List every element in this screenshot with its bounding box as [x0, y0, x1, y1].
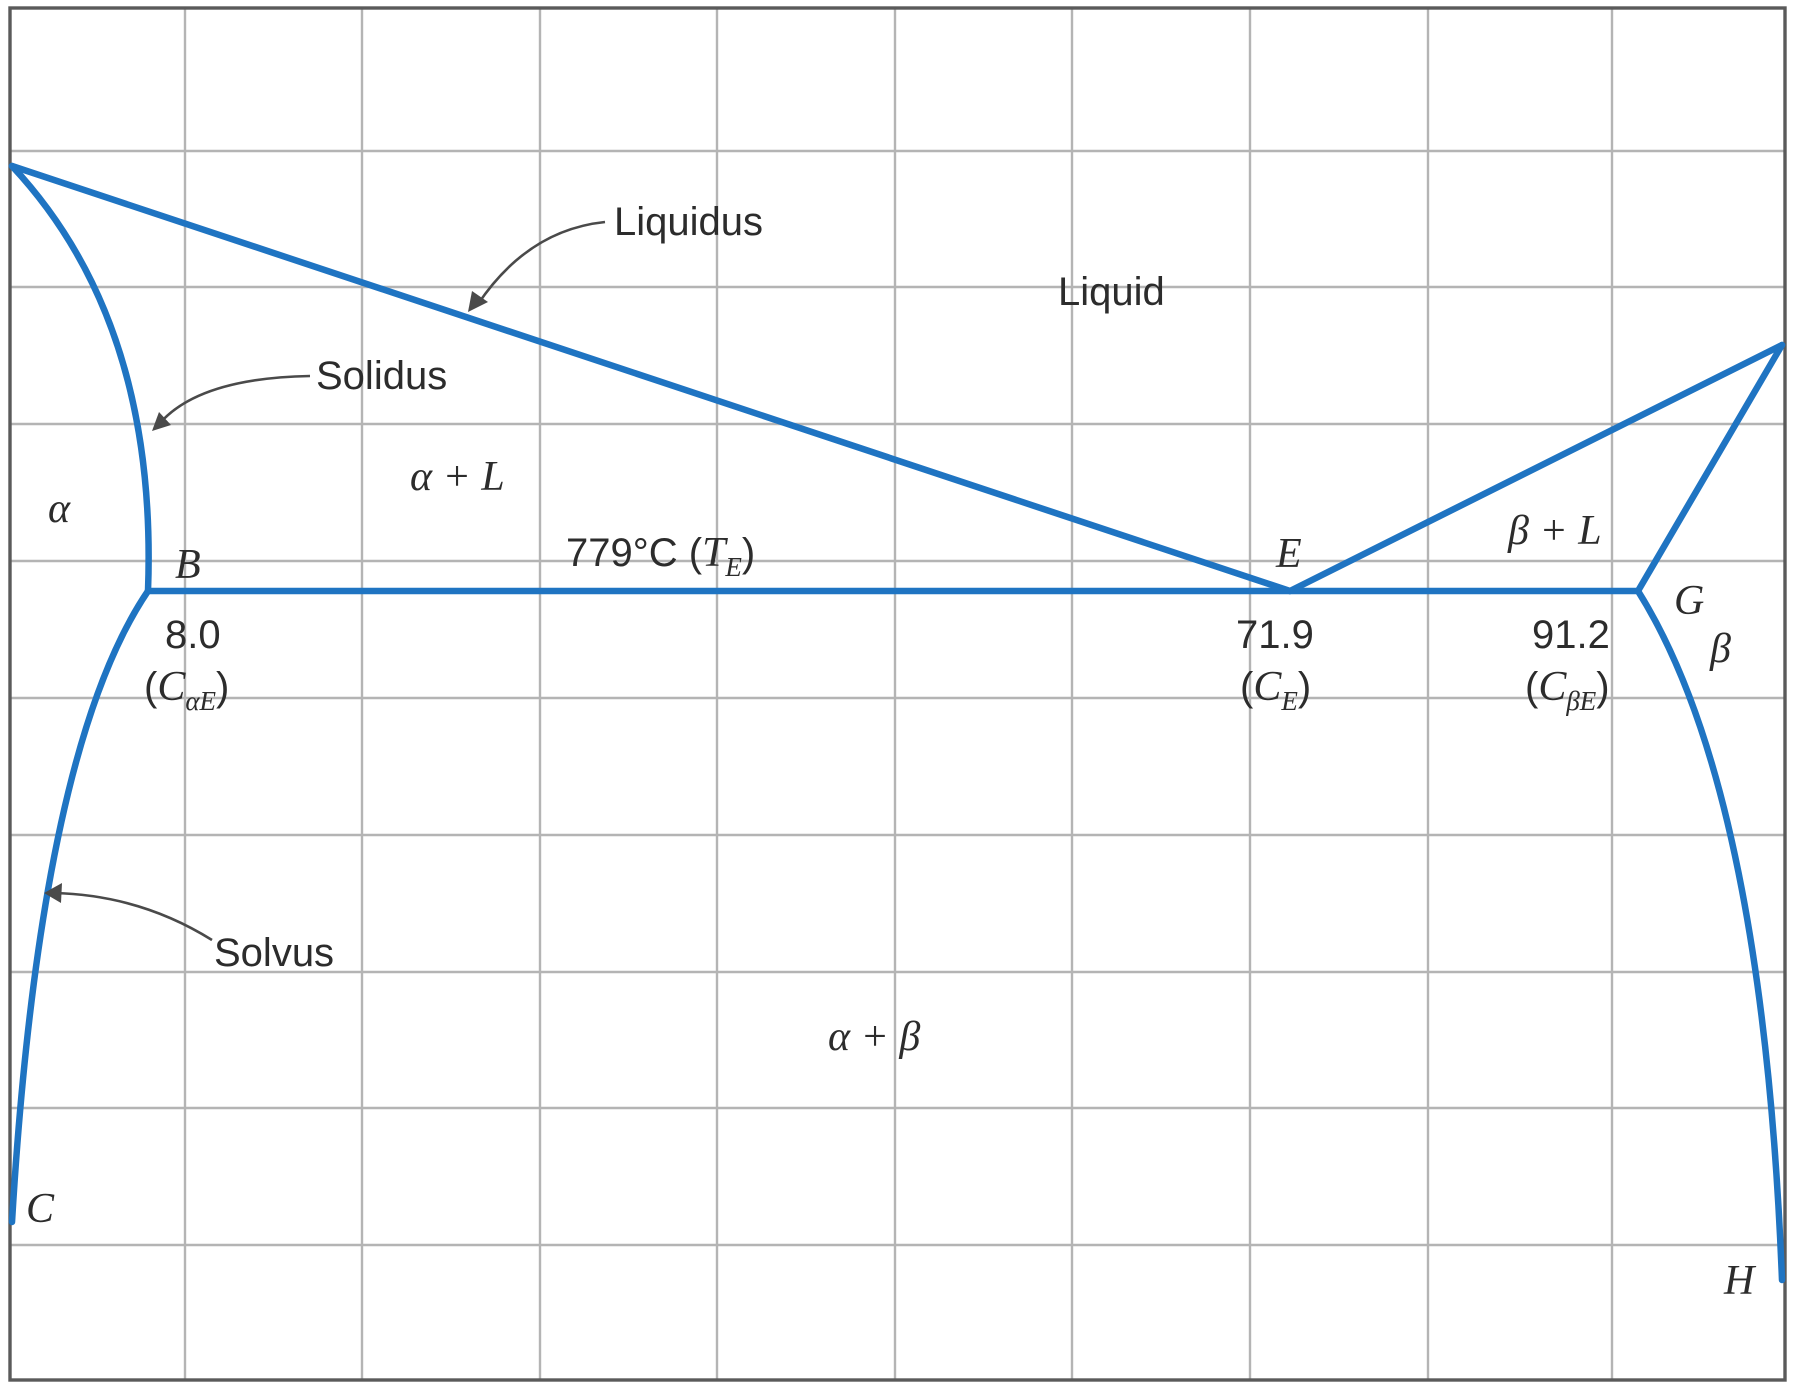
composition-beta-e-symbol: (CβE) [1525, 664, 1610, 716]
composition-beta-e-subscript: βE [1565, 686, 1596, 716]
composition-e-open: ( [1240, 665, 1254, 709]
alpha-region-label: α [48, 486, 71, 532]
composition-e-symbol: (CE) [1240, 664, 1311, 716]
solvus-curve-alpha [8, 587, 152, 1226]
liquid-region-label: Liquid [1058, 270, 1165, 314]
composition-e-close: ) [1298, 665, 1311, 709]
eutectic-temperature-value: 779°C ( [566, 531, 703, 575]
solvus-arrowhead [44, 883, 62, 903]
point-C-label: C [26, 1186, 55, 1232]
liquidus-line-beta-side [1286, 341, 1786, 595]
liquidus-leader [476, 220, 606, 305]
composition-e-c: C [1253, 664, 1282, 710]
composition-beta-e-c: C [1538, 664, 1567, 710]
phase-boundaries [8, 162, 1786, 1284]
point-E-label: E [1275, 531, 1302, 577]
solidus-leader [159, 374, 311, 424]
solidus-arrowhead [152, 412, 171, 431]
liquidus-arrowhead [468, 291, 488, 312]
liquidus-label: Liquidus [614, 200, 763, 244]
point-G-label: G [1674, 578, 1704, 624]
point-B-label: B [175, 542, 201, 588]
point-H-label: H [1723, 1258, 1757, 1304]
liquidus-line-alpha-side [8, 162, 1294, 595]
composition-alpha-e-close: ) [216, 665, 229, 709]
eutectic-temperature-subscript: E [724, 552, 742, 582]
beta-plus-liquid-label: β + L [1507, 508, 1602, 554]
solvus-label: Solvus [214, 931, 334, 975]
composition-e-subscript: E [1280, 686, 1298, 716]
composition-beta-e-value: 91.2 [1532, 613, 1610, 657]
solidus-line-beta [1634, 341, 1786, 595]
composition-alpha-e-subscript: αE [185, 686, 216, 716]
alpha-plus-beta-label: α + β [828, 1014, 920, 1060]
solvus-curve-beta [1634, 587, 1786, 1284]
grid [10, 8, 1785, 1380]
composition-e-value: 71.9 [1236, 613, 1314, 657]
composition-beta-e-open: ( [1525, 665, 1539, 709]
composition-alpha-e-value: 8.0 [165, 613, 221, 657]
composition-beta-e-close: ) [1596, 665, 1609, 709]
eutectic-temperature-symbol: T [702, 530, 728, 576]
solidus-curve-alpha [8, 162, 152, 595]
composition-alpha-e-open: ( [144, 665, 158, 709]
composition-alpha-e-symbol: (CαE) [144, 664, 229, 716]
alpha-plus-liquid-label: α + L [410, 454, 505, 500]
solvus-leader [53, 891, 213, 942]
solidus-label: Solidus [316, 354, 447, 398]
eutectic-temperature-close: ) [742, 531, 755, 575]
plot-frame [8, 6, 1787, 1382]
beta-region-label: β [1709, 626, 1731, 672]
eutectic-temperature-label: 779°C (TE) [566, 530, 755, 582]
leader-arrows [44, 220, 606, 942]
composition-alpha-e-c: C [157, 664, 186, 710]
